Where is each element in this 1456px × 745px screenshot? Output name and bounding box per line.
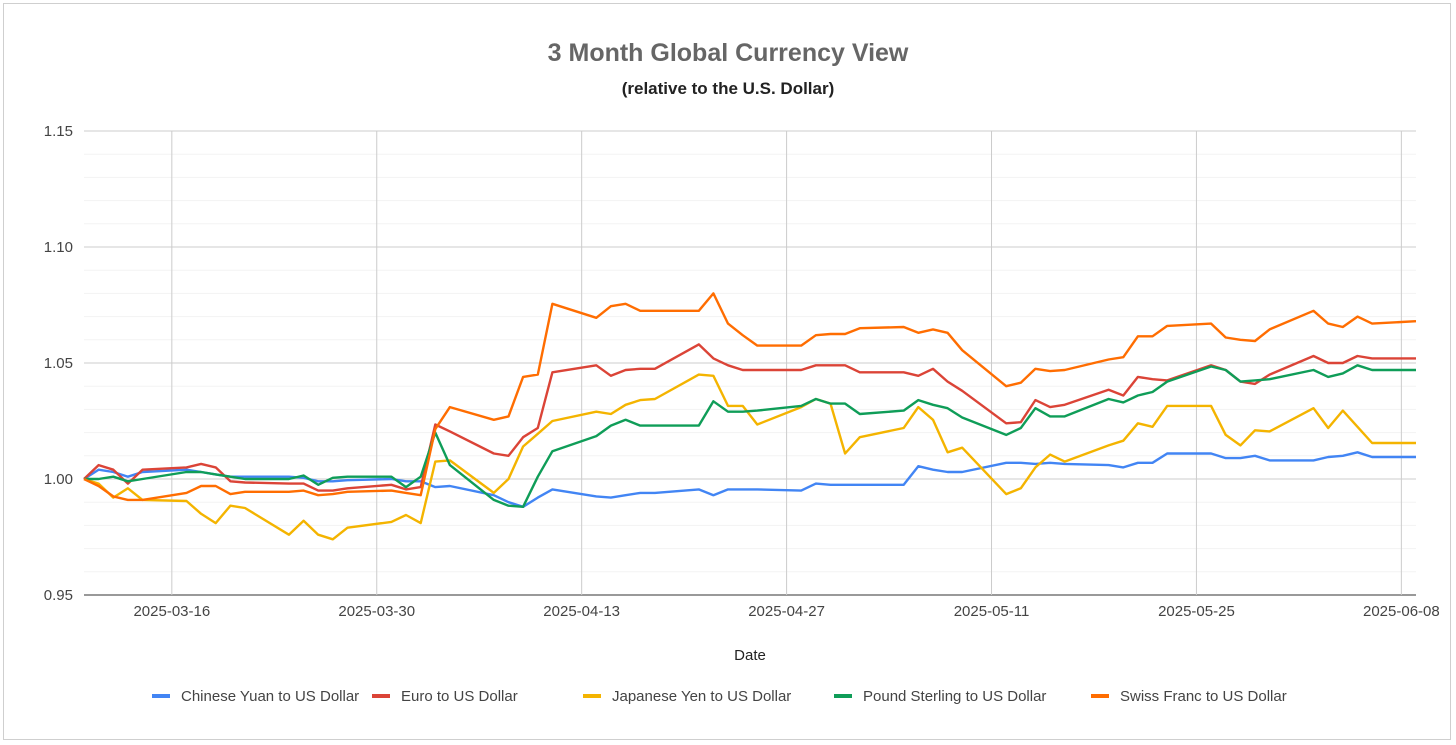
legend-item: Euro to US Dollar [372, 688, 518, 705]
legend-item: Chinese Yuan to US Dollar [152, 688, 359, 705]
y-tick-label: 0.95 [44, 587, 73, 604]
series-line-4 [83, 292, 1417, 502]
series-line-3 [84, 364, 1416, 508]
chart-title: 3 Month Global Currency View [548, 39, 909, 67]
series-line-2 [83, 373, 1416, 541]
x-tick-label: 2025-04-27 [748, 603, 825, 620]
legend-label: Euro to US Dollar [401, 688, 518, 705]
x-axis-label: Date [734, 647, 766, 664]
x-tick-label: 2025-06-08 [1363, 603, 1440, 620]
x-axis-ticks: 2025-03-16 2025-03-30 2025-04-13 2025-04-27… [133, 603, 1439, 620]
legend-item: Swiss Franc to US Dollar [1091, 688, 1287, 705]
chart-subtitle: (relative to the U.S. Dollar) [622, 79, 835, 98]
legend-item: Pound Sterling to US Dollar [834, 688, 1046, 705]
legend-label: Swiss Franc to US Dollar [1120, 688, 1287, 705]
legend-label: Pound Sterling to US Dollar [863, 688, 1046, 705]
x-tick-label: 2025-03-16 [133, 603, 210, 620]
series-line-0 [83, 451, 1416, 508]
legend: Chinese Yuan to US Dollar Euro to US Doll… [152, 688, 1287, 705]
x-tick-label: 2025-05-11 [954, 603, 1030, 620]
y-tick-label: 1.10 [44, 239, 73, 256]
x-tick-label: 2025-04-13 [543, 603, 620, 620]
y-axis-ticks: 0.95 1.00 1.05 1.10 1.15 [44, 123, 73, 604]
x-tick-label: 2025-05-25 [1158, 603, 1235, 620]
legend-item: Japanese Yen to US Dollar [583, 688, 791, 705]
legend-label: Japanese Yen to US Dollar [612, 688, 791, 705]
gridlines [84, 130, 1416, 596]
y-tick-label: 1.05 [44, 355, 73, 372]
chart-frame [3, 3, 1451, 740]
legend-label: Chinese Yuan to US Dollar [181, 688, 359, 705]
y-tick-label: 1.00 [44, 471, 73, 488]
series-lines [83, 292, 1417, 541]
x-tick-label: 2025-03-30 [338, 603, 415, 620]
y-tick-label: 1.15 [44, 123, 73, 140]
